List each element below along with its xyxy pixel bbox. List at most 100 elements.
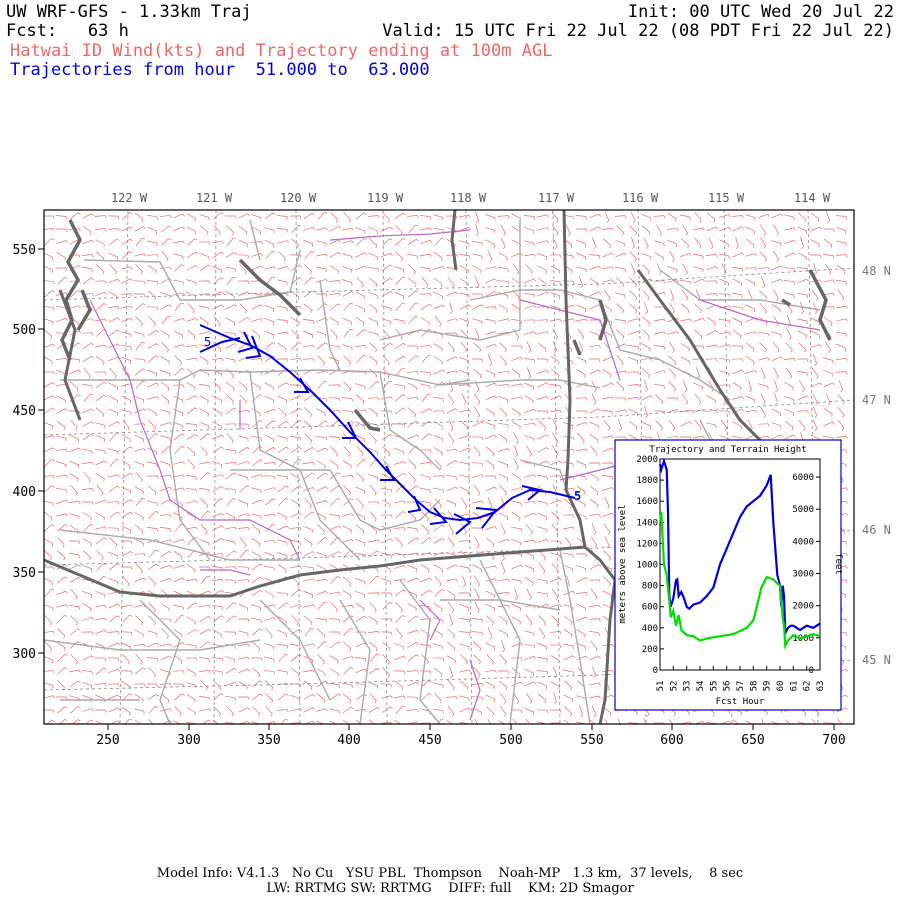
wind-barb [368,630,380,634]
wind-barb [121,395,131,404]
wind-barb [591,237,597,249]
inset-x-tick-label: 51 [656,681,666,692]
wind-barb [629,290,638,301]
wind-barb [499,407,508,418]
wind-barb [173,433,185,441]
wind-barb [199,253,210,260]
wind-barb [513,432,519,444]
wind-barb [718,293,731,298]
wind-barb [590,640,598,652]
wind-barb [69,460,79,468]
valid-time: Valid: 15 UTC Fri 22 Jul 22 (08 PDT Fri … [382,21,894,41]
wind-barb [342,474,354,479]
lon-label: 119 W [367,191,404,205]
wind-barb [368,252,378,261]
wind-barb [446,720,454,724]
wind-barb-field [44,211,848,724]
wind-barb [57,276,68,285]
wind-barb [550,577,562,583]
wind-barb [303,604,315,608]
wind-barb [732,317,742,326]
wind-barb [578,705,584,717]
wind-barb [433,524,445,532]
wind-barb [485,239,495,248]
wind-barb [316,293,328,297]
wind-barb [329,420,341,428]
wind-barb [342,719,349,724]
wind-barb [56,435,67,442]
wind-barb [471,358,484,363]
wind-barb [498,538,510,544]
wind-barb [291,458,302,467]
wind-barb [107,501,120,505]
wind-barb [264,330,274,338]
wind-barb [771,434,783,440]
wind-barb [95,590,106,598]
wind-barb [524,655,536,661]
wind-barb [459,214,471,218]
wind-barb [264,446,276,453]
wind-barb [577,328,585,340]
wind-barb [524,278,536,284]
wind-barb [459,643,470,650]
lat-label: 47 N [862,393,891,407]
wind-barb [108,382,118,391]
wind-barb [602,487,614,491]
wind-barb [642,316,651,327]
wind-barb [120,540,133,545]
inset-x-tick-label: 52 [669,681,679,692]
wind-barb [134,719,141,724]
wind-barb [576,266,587,272]
wind-barb [394,461,406,465]
wind-barb [211,657,224,662]
wind-barb [524,668,534,677]
wind-barb [381,277,393,285]
wind-barb [56,357,68,362]
wind-barb [95,499,107,505]
wind-barb [147,226,157,235]
wind-barb [446,499,456,508]
wind-barb [667,355,677,366]
wind-barb [824,263,832,275]
wind-barb [589,719,597,724]
wind-barb [121,434,131,443]
wind-barb [459,565,470,572]
wind-barb [368,473,379,481]
wind-barb [446,356,458,362]
wind-barb [252,641,261,652]
wind-barb [485,642,495,651]
wind-barb [315,436,328,441]
wind-barb [474,536,480,548]
wind-barb [56,448,68,453]
wind-barb [289,254,302,259]
wind-barb [368,355,378,365]
wind-barb [122,419,130,431]
wind-barb [317,355,325,366]
wind-barb [498,512,508,521]
wind-barb [369,693,377,704]
wind-barb [224,449,237,454]
wind-barb [56,550,66,561]
wind-barb [317,524,325,535]
wind-barb [640,358,653,362]
wind-barb [290,317,300,326]
wind-barb [654,331,666,335]
wind-barb [82,342,94,349]
wind-barb [251,382,261,391]
wind-barb [589,358,601,362]
wind-barb [382,446,391,457]
wind-barb [654,318,666,322]
wind-barb [264,551,274,559]
wind-barb [381,695,393,699]
wind-barb [199,708,211,712]
wind-barb [56,590,68,596]
wind-barb [56,317,68,323]
wind-barb [56,474,68,478]
wind-barb [134,212,144,223]
wind-barb [706,317,716,326]
wind-barb [511,500,522,507]
wind-barb [811,289,819,301]
wind-barb [498,720,506,724]
wind-barb [563,719,571,724]
wind-barb [133,683,146,687]
